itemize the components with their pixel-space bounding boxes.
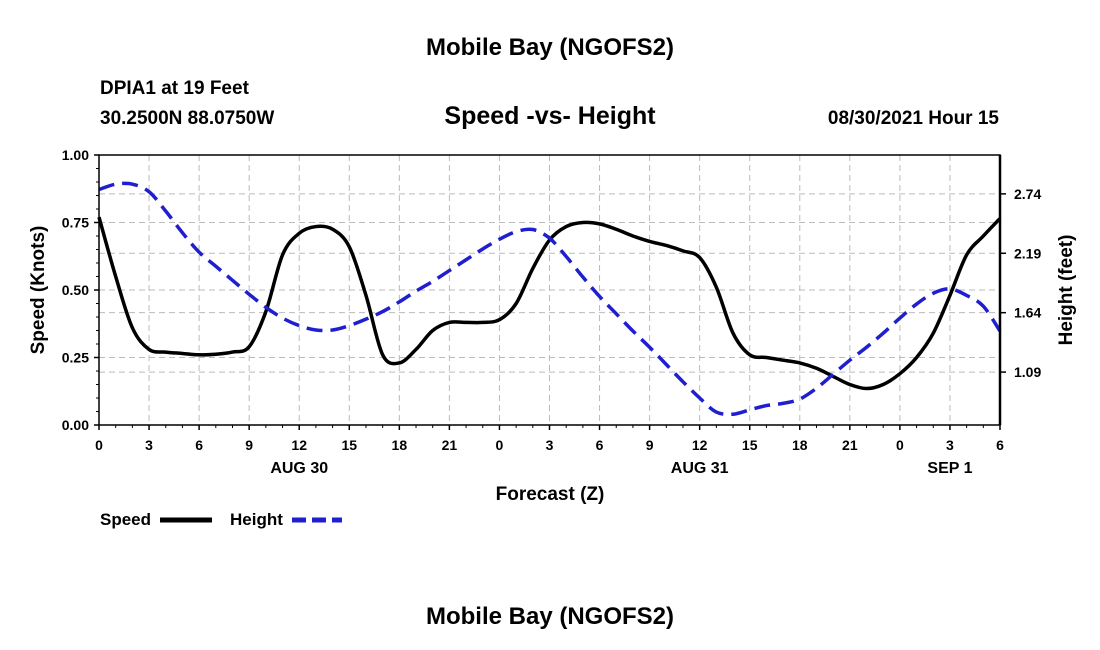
y-axis-left-label: Speed (Knots) (28, 226, 49, 355)
station-name: DPIA1 at 19 Feet (100, 78, 250, 99)
grid-lines (99, 154, 1000, 426)
height-series-line (98, 181, 1002, 417)
x-tick-label: 3 (546, 437, 554, 453)
y-right-tick-label: 2.19 (1014, 245, 1041, 261)
y-left-tick-label: 0.00 (62, 417, 89, 433)
y-left-tick-label: 1.00 (62, 147, 89, 163)
date-label: AUG 30 (270, 460, 328, 477)
page-title-top: Mobile Bay (NGOFS2) (426, 34, 674, 61)
x-tick-label: 9 (646, 437, 654, 453)
date-label: AUG 31 (671, 460, 729, 477)
x-tick-label: 15 (341, 437, 357, 453)
x-tick-label: 0 (496, 437, 504, 453)
legend: Speed Height (100, 510, 342, 529)
x-tick-label: 6 (195, 437, 203, 453)
legend-height-label: Height (230, 510, 283, 529)
x-tick-label: 3 (145, 437, 153, 453)
x-tick-label: 18 (392, 437, 408, 453)
series-layer (97, 181, 1002, 417)
x-tick-label: 21 (842, 437, 858, 453)
x-tick-label: 0 (896, 437, 904, 453)
axes: 0 3 6 9 12 15 18 21 0 3 6 9 12 15 18 21 0 3 6 AUG 30 AUG 31 S… (62, 147, 1042, 477)
y-left-tick-label: 0.50 (62, 282, 89, 298)
y-left-tick-label: 0.75 (62, 215, 89, 231)
forecast-datetime: 08/30/2021 Hour 15 (828, 108, 1000, 129)
x-tick-label: 6 (596, 437, 604, 453)
speed-series-line (97, 216, 1002, 391)
legend-speed-label: Speed (100, 510, 151, 529)
chart-title: Speed -vs- Height (444, 102, 656, 130)
x-tick-label: 3 (946, 437, 954, 453)
x-tick-label: 0 (95, 437, 103, 453)
x-tick-label: 18 (792, 437, 808, 453)
x-tick-label: 15 (742, 437, 758, 453)
x-tick-label: 9 (245, 437, 253, 453)
y-axis-right-label: Height (feet) (1056, 235, 1077, 346)
date-label: SEP 1 (927, 460, 972, 477)
x-axis-label: Forecast (Z) (496, 484, 605, 505)
y-right-tick-label: 1.09 (1014, 364, 1041, 380)
station-coordinates: 30.2500N 88.0750W (100, 108, 274, 129)
x-tick-label: 6 (996, 437, 1004, 453)
x-tick-label: 12 (692, 437, 708, 453)
x-tick-label: 12 (291, 437, 307, 453)
x-tick-label: 21 (442, 437, 458, 453)
page-title-bottom: Mobile Bay (NGOFS2) (426, 603, 674, 630)
y-right-tick-label: 1.64 (1014, 305, 1041, 321)
y-left-tick-label: 0.25 (62, 350, 89, 366)
y-right-tick-label: 2.74 (1014, 186, 1041, 202)
